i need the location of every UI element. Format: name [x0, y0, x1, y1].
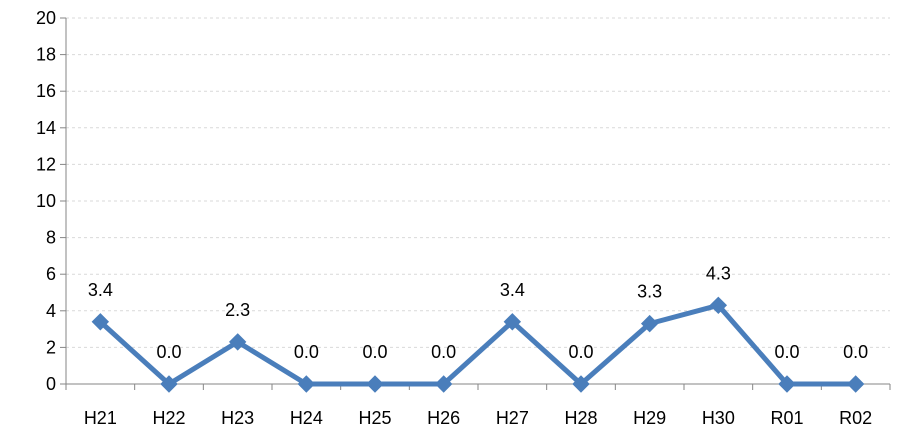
x-tick-label: H22 — [152, 408, 185, 428]
data-label: 4.3 — [706, 263, 731, 283]
y-tick-label: 20 — [36, 8, 56, 28]
y-tick-label: 6 — [46, 264, 56, 284]
x-tick-label: H29 — [633, 408, 666, 428]
series-line-path — [98, 302, 856, 387]
data-point — [228, 333, 247, 351]
data-label: 3.4 — [88, 280, 113, 300]
y-tick-label: 8 — [46, 228, 56, 248]
x-tick-label: H27 — [496, 408, 529, 428]
data-point — [91, 313, 110, 331]
y-axis-tick-labels: 0 2 4 6 8 10 12 14 16 18 20 — [36, 8, 56, 394]
data-label: 3.3 — [637, 282, 662, 302]
x-tick-label: H25 — [358, 408, 391, 428]
data-point — [640, 314, 659, 333]
y-tick-label: 4 — [46, 301, 56, 321]
y-tick-label: 14 — [36, 118, 56, 138]
data-labels: 3.4 0.0 2.3 0.0 0.0 0.0 3.4 0.0 3.3 4.3 0.0 0.0 — [88, 263, 868, 362]
data-point — [434, 375, 453, 393]
x-tick-label: R02 — [839, 408, 872, 428]
axes — [60, 17, 891, 390]
data-point — [572, 375, 590, 393]
y-tick-label: 18 — [36, 45, 56, 65]
data-label: 3.4 — [500, 280, 525, 300]
data-point — [297, 375, 316, 393]
x-axis-tick-labels: H21 H22 H23 H24 H25 H26 H27 H28 H29 H30 R01 R02 — [84, 408, 872, 428]
data-label: 0.0 — [362, 342, 387, 362]
series-line — [98, 302, 856, 387]
data-label: 0.0 — [156, 342, 181, 362]
y-tick-label: 10 — [36, 191, 56, 211]
data-point — [709, 296, 728, 315]
x-tick-label: H28 — [564, 408, 597, 428]
data-label: 0.0 — [843, 342, 868, 362]
x-tick-label: H24 — [290, 408, 323, 428]
data-label: 0.0 — [774, 342, 799, 362]
x-tick-label: R01 — [770, 408, 803, 428]
data-label: 0.0 — [431, 342, 456, 362]
data-label: 2.3 — [225, 300, 250, 320]
x-tick-label: H21 — [84, 408, 117, 428]
x-tick-label: H30 — [702, 408, 735, 428]
data-label: 0.0 — [568, 342, 593, 362]
data-point — [366, 375, 384, 393]
data-point — [846, 375, 865, 393]
y-tick-label: 12 — [36, 154, 56, 174]
y-tick-label: 2 — [46, 337, 56, 357]
data-point — [778, 375, 796, 393]
series-markers — [91, 296, 865, 393]
y-tick-label: 16 — [36, 81, 56, 101]
x-tick-label: H23 — [221, 408, 254, 428]
data-label: 0.0 — [294, 342, 319, 362]
gridlines — [66, 17, 890, 348]
data-point — [503, 313, 522, 331]
x-tick-label: H26 — [427, 408, 460, 428]
data-point — [160, 375, 178, 393]
y-tick-label: 0 — [46, 374, 56, 394]
